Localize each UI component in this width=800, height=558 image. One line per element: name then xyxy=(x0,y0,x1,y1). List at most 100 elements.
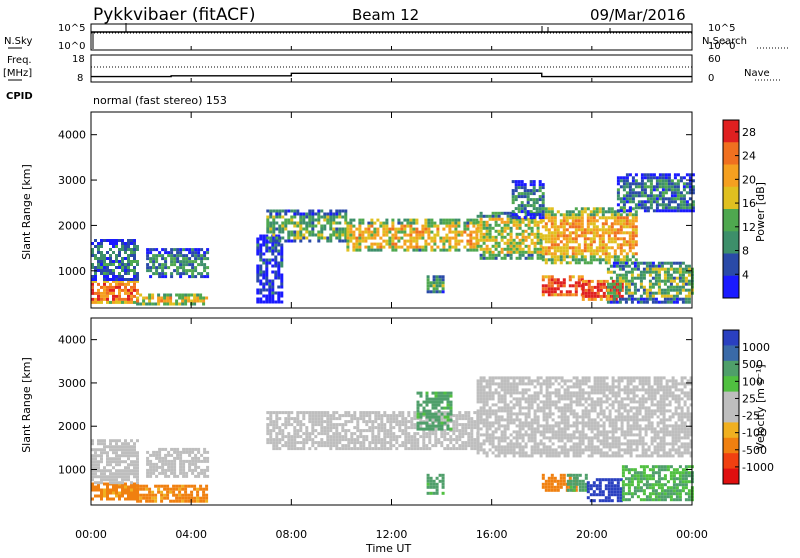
velocity-cell xyxy=(473,423,477,427)
power-cell xyxy=(103,291,106,295)
velocity-cell xyxy=(130,485,133,489)
velocity-cell xyxy=(374,447,378,451)
power-cell xyxy=(388,245,392,249)
power-cell xyxy=(152,254,156,258)
power-cell xyxy=(649,188,653,192)
power-cell xyxy=(610,216,614,220)
power-cell xyxy=(427,242,431,246)
power-cell xyxy=(112,251,115,254)
power-cell xyxy=(379,224,383,228)
velocity-cell xyxy=(605,415,609,419)
power-cell xyxy=(670,194,674,198)
velocity-cell xyxy=(429,491,433,495)
velocity-cell xyxy=(470,447,474,451)
power-cell xyxy=(187,296,191,300)
power-cell xyxy=(613,255,617,259)
velocity-cell xyxy=(563,415,567,419)
velocity-cell xyxy=(488,433,492,437)
power-cell xyxy=(538,198,542,202)
power-cell xyxy=(391,242,395,246)
velocity-cell xyxy=(329,417,333,421)
velocity-cell xyxy=(506,403,510,407)
velocity-cell xyxy=(509,412,513,416)
power-cell xyxy=(106,291,109,295)
velocity-cell xyxy=(518,427,522,431)
power-cell xyxy=(308,209,312,213)
power-cell xyxy=(320,215,324,219)
velocity-cell xyxy=(284,420,288,424)
velocity-cell xyxy=(347,444,351,448)
velocity-cell xyxy=(530,433,534,437)
velocity-cell xyxy=(94,448,97,452)
power-cell xyxy=(676,194,680,198)
power-cell xyxy=(472,245,476,249)
power-cell xyxy=(476,229,480,233)
power-cell xyxy=(472,248,476,252)
power-cell xyxy=(660,300,664,304)
velocity-cell xyxy=(146,468,150,472)
power-cell xyxy=(299,239,303,243)
velocity-cell xyxy=(605,433,609,437)
power-cell xyxy=(358,230,362,234)
power-cell xyxy=(550,210,554,214)
power-cell xyxy=(391,245,395,249)
power-cell xyxy=(622,249,626,253)
power-cell xyxy=(688,209,692,213)
power-cell xyxy=(133,279,136,283)
velocity-cell xyxy=(617,400,621,404)
power-cell xyxy=(176,257,180,261)
velocity-cell xyxy=(602,415,606,419)
power-cell xyxy=(608,297,612,301)
power-cell xyxy=(613,249,617,253)
velocity-cell xyxy=(515,451,519,455)
velocity-cell xyxy=(563,436,567,440)
velocity-cell xyxy=(614,421,618,425)
power-cell xyxy=(526,204,530,208)
velocity-cell xyxy=(109,457,112,461)
velocity-cell xyxy=(191,459,195,463)
power-cell xyxy=(688,206,692,210)
power-cell xyxy=(346,227,350,231)
velocity-cell xyxy=(127,454,130,458)
velocity-cell xyxy=(152,450,156,454)
velocity-cell xyxy=(443,438,447,442)
velocity-cell xyxy=(575,454,579,458)
power-cell xyxy=(512,250,516,254)
velocity-cell xyxy=(395,447,399,451)
velocity-cell xyxy=(425,394,429,398)
velocity-cell xyxy=(440,427,444,431)
power-cell xyxy=(624,300,628,304)
power-cell xyxy=(577,246,581,250)
velocity-cell xyxy=(605,430,609,434)
power-cell xyxy=(593,297,597,301)
power-cell xyxy=(524,244,528,248)
velocity-cell xyxy=(272,429,276,433)
power-cell xyxy=(553,252,557,256)
power-cell xyxy=(441,278,445,282)
velocity-cell xyxy=(479,427,483,431)
velocity-cell xyxy=(272,411,276,415)
velocity-cell xyxy=(491,382,495,386)
power-cell xyxy=(280,252,284,256)
power-cell xyxy=(562,255,566,259)
power-cell xyxy=(281,236,285,240)
power-cell xyxy=(616,188,620,192)
power-cell xyxy=(651,294,655,298)
velocity-cell xyxy=(611,451,615,455)
velocity-cell xyxy=(158,450,162,454)
velocity-cell xyxy=(425,444,429,448)
power-cell xyxy=(571,293,575,297)
velocity-cell xyxy=(617,376,621,380)
power-cell xyxy=(118,263,121,266)
velocity-cell xyxy=(524,451,528,455)
velocity-cell xyxy=(380,420,384,424)
velocity-cell xyxy=(185,450,189,454)
power-cell xyxy=(427,224,431,228)
power-cell xyxy=(631,231,635,235)
velocity-cell xyxy=(136,499,140,503)
power-cell xyxy=(688,176,692,180)
velocity-cell xyxy=(136,439,139,443)
velocity-cell xyxy=(112,475,115,479)
velocity-cell xyxy=(136,472,139,476)
power-cell xyxy=(607,258,611,262)
